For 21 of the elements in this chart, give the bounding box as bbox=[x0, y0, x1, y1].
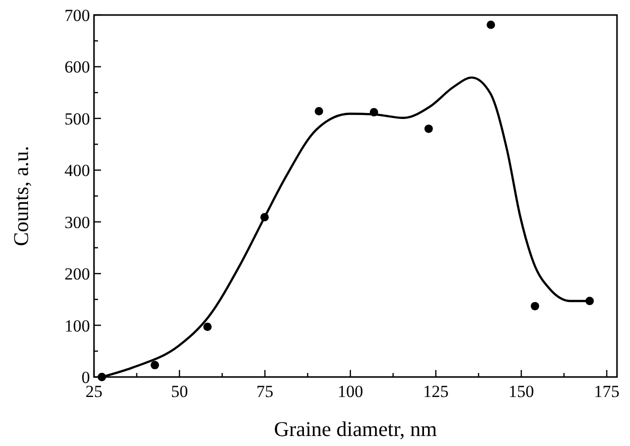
x-tick-label: 150 bbox=[508, 382, 534, 401]
y-tick-label: 200 bbox=[64, 264, 90, 284]
point bbox=[486, 20, 496, 30]
point bbox=[203, 322, 212, 332]
point bbox=[314, 106, 324, 116]
x-tick-label: 50 bbox=[170, 382, 188, 401]
y-tick-label: 100 bbox=[64, 316, 90, 336]
x-axis-title: Graine diametr, nm bbox=[274, 417, 438, 441]
y-tick-label: 700 bbox=[64, 6, 90, 25]
x-tick-label: 125 bbox=[423, 382, 449, 401]
x-tick-label: 100 bbox=[338, 382, 364, 401]
y-tick-label: 400 bbox=[64, 161, 90, 180]
y-tick-label: 300 bbox=[64, 212, 90, 232]
y-tick-label: 600 bbox=[64, 58, 90, 77]
x-tick-label: 175 bbox=[594, 382, 620, 401]
point bbox=[424, 124, 433, 133]
x-tick-label: 75 bbox=[256, 382, 274, 401]
point bbox=[150, 360, 160, 370]
y-tick-label: 500 bbox=[64, 109, 90, 128]
y-axis-title: Counts, a.u. bbox=[9, 146, 33, 246]
point bbox=[530, 302, 540, 310]
